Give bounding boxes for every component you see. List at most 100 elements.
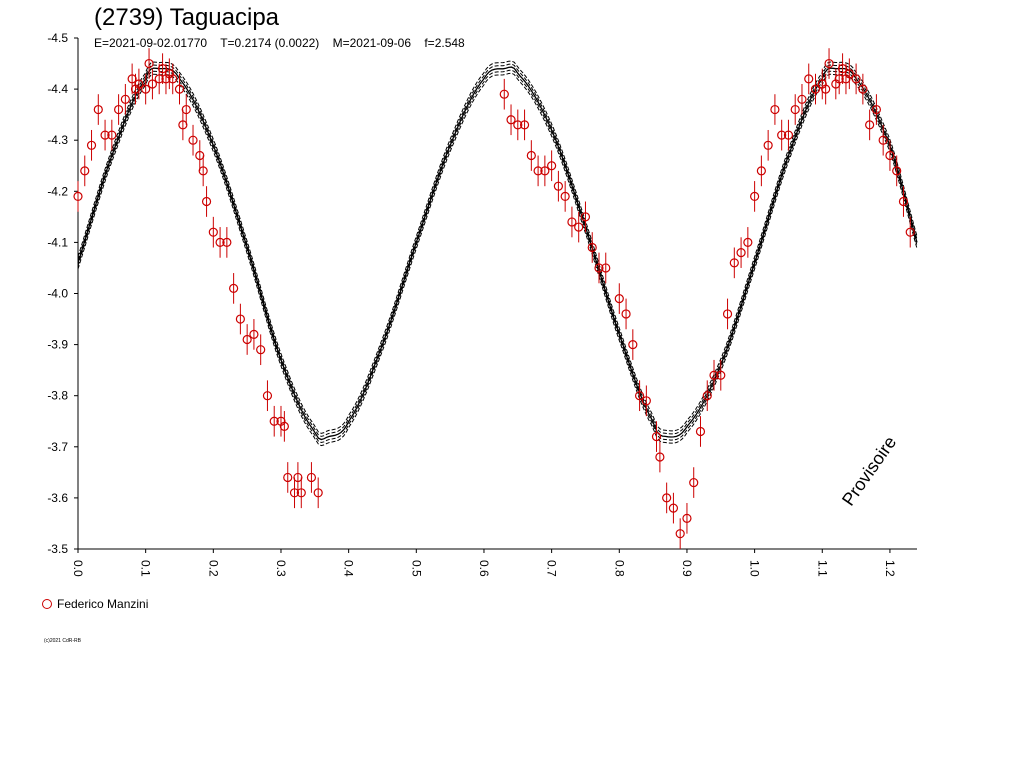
data-point xyxy=(797,94,807,104)
data-point xyxy=(763,140,773,150)
data-point xyxy=(289,488,300,498)
data-point xyxy=(540,166,550,176)
y-tick-label: -3.8 xyxy=(47,389,68,403)
data-point xyxy=(134,79,144,89)
data-point xyxy=(306,472,317,483)
data-point xyxy=(783,130,794,140)
data-point xyxy=(885,150,895,161)
data-point xyxy=(256,345,266,355)
axes: -4.5 -4.4 -4.3 -4.2 -4.1 -4.0 -3.9 -3.8 -3.7 -3.6… xyxy=(47,31,917,577)
data-point xyxy=(878,135,888,145)
data-point xyxy=(188,135,198,145)
data-point xyxy=(553,181,563,191)
data-point xyxy=(262,391,273,401)
x-tick-label: 0.1 xyxy=(139,560,153,577)
y-tick-label: -3.7 xyxy=(47,440,68,454)
data-point xyxy=(716,370,726,380)
data-point xyxy=(86,140,97,150)
data-point xyxy=(675,529,685,539)
data-point xyxy=(178,120,188,130)
y-tick-label: -4.1 xyxy=(47,235,68,249)
data-point xyxy=(651,431,662,442)
x-tick-label: 0.7 xyxy=(545,560,559,577)
x-tick-label: 0.2 xyxy=(206,560,220,577)
data-point xyxy=(804,74,814,84)
y-tick-label: -4.4 xyxy=(47,82,68,96)
data-point xyxy=(898,196,909,207)
fit-band-line xyxy=(77,60,918,434)
data-point xyxy=(201,196,212,207)
y-tick-label: -4.3 xyxy=(47,133,68,147)
data-point xyxy=(513,120,523,130)
data-point xyxy=(120,94,130,104)
data-point xyxy=(614,294,624,304)
data-point xyxy=(141,84,151,94)
data-point xyxy=(235,314,245,324)
data-points xyxy=(73,48,915,549)
data-point xyxy=(743,237,753,247)
data-point xyxy=(655,452,665,462)
data-point xyxy=(313,488,323,498)
data-point xyxy=(107,130,117,140)
data-point xyxy=(865,120,875,130)
data-point xyxy=(242,334,252,345)
fit-line xyxy=(77,66,918,441)
data-point xyxy=(834,74,844,84)
legend: Federico Manzini xyxy=(42,597,148,611)
y-tick-label: -4.0 xyxy=(47,287,68,301)
data-point xyxy=(567,217,577,227)
data-point xyxy=(790,104,800,115)
data-point xyxy=(279,421,289,431)
data-point xyxy=(113,104,124,115)
data-point xyxy=(709,370,719,380)
data-point xyxy=(574,222,584,232)
chart-title: (2739) Taguacipa xyxy=(94,4,280,31)
x-tick-label: 0.8 xyxy=(612,560,626,577)
y-tick-label: -4.2 xyxy=(47,184,68,198)
data-point xyxy=(892,166,902,176)
x-tick-label: 1.2 xyxy=(883,560,897,577)
data-point xyxy=(208,227,218,237)
fit-curve xyxy=(77,60,918,447)
data-point xyxy=(837,64,848,74)
y-tick-label: -3.5 xyxy=(47,542,68,556)
fit-band-line xyxy=(77,63,918,437)
data-point xyxy=(249,329,259,339)
data-point xyxy=(100,130,110,140)
data-point xyxy=(905,227,915,237)
data-point xyxy=(682,513,692,523)
data-point xyxy=(519,120,530,130)
data-point xyxy=(195,150,205,161)
data-point xyxy=(296,488,306,498)
copyright: (c)2021 CdR-RB xyxy=(44,638,81,644)
data-point xyxy=(80,166,90,176)
x-tick-label: 0.3 xyxy=(274,560,288,577)
data-point xyxy=(560,191,570,202)
data-point xyxy=(533,166,543,176)
data-point xyxy=(729,258,739,268)
chart-subtitle: E=2021-09-02.01770 T=0.2174 (0.0022) M=2… xyxy=(94,36,465,50)
data-point xyxy=(810,84,821,94)
data-point xyxy=(174,84,185,94)
data-point xyxy=(621,309,631,319)
y-tick-label: -3.9 xyxy=(47,338,68,352)
x-tick-label: 1.0 xyxy=(748,560,762,577)
data-point xyxy=(662,493,672,503)
data-point xyxy=(634,391,645,401)
data-point xyxy=(858,84,868,94)
data-point xyxy=(547,161,557,171)
data-point xyxy=(181,104,191,115)
data-point xyxy=(702,391,712,401)
legend-label: Federico Manzini xyxy=(57,597,149,611)
fit-band-line xyxy=(77,72,918,447)
data-point xyxy=(641,396,651,406)
data-point xyxy=(293,472,303,483)
data-point xyxy=(824,58,834,69)
data-point xyxy=(269,416,279,426)
x-tick-label: 0.6 xyxy=(477,560,491,577)
data-point xyxy=(127,74,137,84)
data-point xyxy=(93,104,103,115)
y-tick-label: -4.5 xyxy=(47,31,68,45)
x-tick-label: 0.5 xyxy=(409,560,423,577)
